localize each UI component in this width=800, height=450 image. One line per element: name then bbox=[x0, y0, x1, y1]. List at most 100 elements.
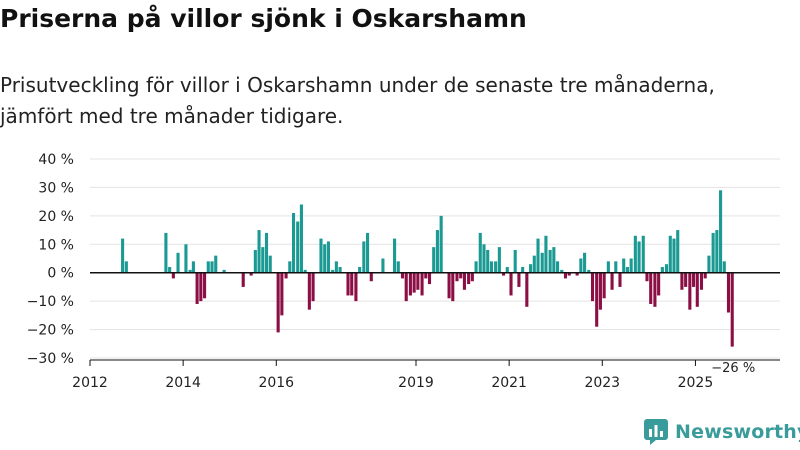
bar bbox=[521, 267, 525, 273]
bar bbox=[261, 247, 265, 273]
bar bbox=[474, 261, 478, 273]
bar bbox=[331, 269, 335, 273]
bar bbox=[307, 272, 311, 310]
y-tick-label: 40 % bbox=[38, 152, 74, 168]
bar bbox=[660, 267, 664, 273]
bar bbox=[540, 252, 544, 273]
bar bbox=[447, 272, 451, 299]
bar bbox=[188, 269, 192, 273]
bar bbox=[641, 235, 645, 273]
bar bbox=[726, 272, 731, 313]
bar bbox=[319, 238, 323, 273]
y-tick-label: −10 % bbox=[27, 294, 74, 310]
bar bbox=[249, 272, 253, 276]
bar bbox=[203, 272, 207, 299]
subtitle-line-2: jämfört med tre månader tidigare. bbox=[0, 104, 344, 128]
bar bbox=[618, 272, 622, 287]
bar bbox=[362, 241, 366, 273]
bar bbox=[665, 264, 669, 273]
gridlines bbox=[90, 158, 780, 359]
y-tick-label: 30 % bbox=[38, 180, 74, 196]
x-tick-label: 2023 bbox=[584, 375, 620, 391]
bar bbox=[467, 272, 471, 285]
bar bbox=[532, 255, 536, 273]
price-change-bar-chart: 40 %30 %20 %10 %0 %−10 %−20 %−30 % 2012 2… bbox=[27, 152, 780, 391]
bar bbox=[556, 261, 560, 273]
bar bbox=[276, 272, 280, 333]
y-tick-label: −20 % bbox=[27, 323, 74, 339]
bar bbox=[657, 272, 661, 296]
bar bbox=[544, 235, 548, 273]
bar bbox=[323, 244, 327, 273]
bar bbox=[517, 272, 521, 287]
bar bbox=[334, 261, 338, 273]
bar bbox=[184, 244, 188, 273]
bar bbox=[629, 258, 633, 273]
bar bbox=[719, 190, 723, 273]
bar bbox=[711, 232, 715, 273]
bar bbox=[649, 272, 653, 304]
x-tick-label: 2012 bbox=[72, 375, 108, 391]
bar bbox=[291, 213, 296, 273]
bar bbox=[296, 221, 300, 273]
bar bbox=[695, 272, 699, 307]
x-tick-label: 2016 bbox=[258, 375, 294, 391]
bar bbox=[427, 272, 432, 285]
bar bbox=[536, 238, 540, 273]
bar bbox=[435, 230, 439, 273]
bar bbox=[303, 269, 307, 273]
bar bbox=[257, 230, 261, 273]
bar bbox=[610, 272, 614, 290]
bar bbox=[268, 255, 272, 273]
bar bbox=[703, 272, 707, 279]
bar bbox=[606, 261, 610, 273]
bar bbox=[439, 215, 443, 273]
bar bbox=[299, 204, 303, 273]
bar bbox=[381, 258, 385, 273]
bar bbox=[653, 272, 657, 307]
bar bbox=[513, 249, 517, 273]
bar bbox=[404, 272, 408, 302]
bar bbox=[560, 269, 564, 273]
x-tick-label: 2021 bbox=[491, 375, 527, 391]
y-tick-label: 20 % bbox=[38, 209, 74, 225]
bar bbox=[408, 272, 412, 296]
bar bbox=[164, 232, 168, 273]
x-tick-label: 2014 bbox=[165, 375, 201, 391]
bar bbox=[462, 272, 466, 290]
bar bbox=[502, 272, 506, 276]
bar bbox=[676, 230, 680, 273]
bar bbox=[432, 247, 436, 273]
x-tick-label: 2025 bbox=[678, 375, 714, 391]
bar bbox=[505, 267, 509, 273]
bar bbox=[672, 238, 676, 273]
bar bbox=[715, 230, 719, 273]
bar bbox=[369, 272, 373, 282]
bar bbox=[168, 267, 172, 273]
bar bbox=[730, 272, 734, 347]
bar bbox=[482, 244, 486, 273]
y-tick-label: 0 % bbox=[47, 266, 74, 282]
bar bbox=[529, 264, 533, 273]
bar bbox=[171, 272, 175, 279]
bar bbox=[288, 261, 292, 273]
bar bbox=[478, 232, 482, 273]
bar bbox=[645, 272, 649, 282]
bar bbox=[400, 272, 405, 279]
bar bbox=[358, 267, 362, 273]
bar bbox=[633, 235, 637, 273]
bar bbox=[622, 258, 626, 273]
bar bbox=[350, 272, 354, 296]
brand-name: Newsworthy bbox=[675, 421, 800, 443]
bar bbox=[489, 261, 493, 273]
bar bbox=[241, 272, 245, 287]
bar bbox=[176, 252, 180, 273]
bar bbox=[284, 272, 288, 279]
bar bbox=[222, 269, 226, 273]
bar bbox=[497, 247, 501, 273]
bar bbox=[722, 261, 726, 273]
bar bbox=[416, 272, 420, 290]
bar bbox=[579, 258, 583, 273]
bar bbox=[590, 272, 595, 302]
bar bbox=[206, 261, 210, 273]
